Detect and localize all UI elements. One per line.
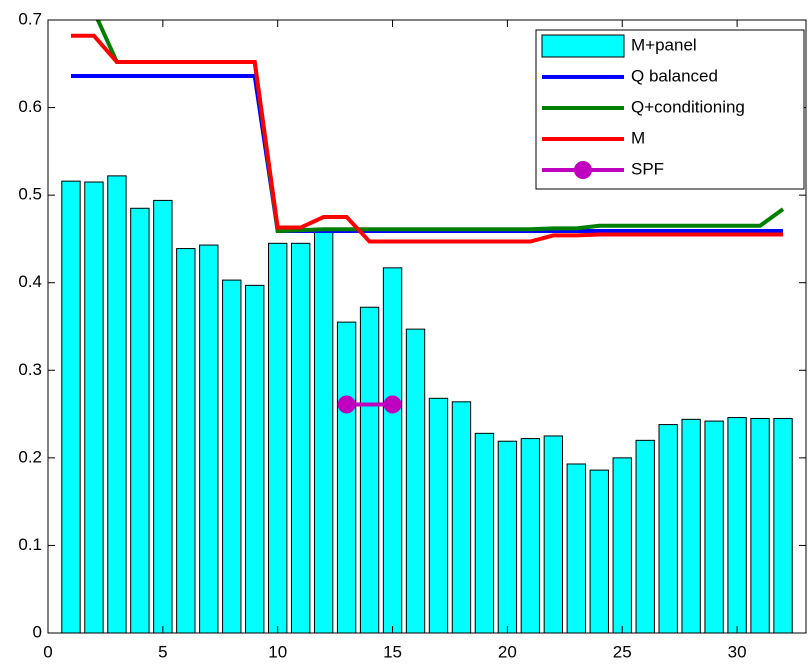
bar bbox=[681, 418, 701, 633]
bar bbox=[543, 435, 564, 633]
bar bbox=[612, 457, 632, 633]
bar bbox=[635, 439, 655, 633]
bar bbox=[520, 438, 541, 633]
legend-label: M bbox=[631, 128, 645, 147]
bar bbox=[359, 306, 380, 633]
bar bbox=[497, 440, 518, 633]
bar bbox=[566, 463, 586, 633]
bar bbox=[704, 420, 724, 633]
bar bbox=[107, 175, 127, 633]
legend-label: SPF bbox=[631, 159, 664, 178]
bar bbox=[199, 244, 219, 633]
legend-marker bbox=[574, 161, 592, 179]
bar bbox=[153, 199, 173, 633]
x-tick-label: 25 bbox=[613, 642, 632, 661]
y-tick-label: 0.2 bbox=[18, 447, 42, 466]
legend-label: Q+conditioning bbox=[631, 97, 745, 116]
y-tick-label: 0 bbox=[33, 622, 42, 641]
x-tick-label: 10 bbox=[268, 642, 287, 661]
y-tick-label: 0.1 bbox=[18, 535, 42, 554]
marker bbox=[337, 395, 356, 414]
bar bbox=[313, 229, 334, 633]
bar bbox=[589, 469, 609, 633]
bar bbox=[336, 321, 357, 633]
bar bbox=[428, 397, 449, 633]
bar bbox=[245, 284, 265, 633]
marks bbox=[61, 20, 793, 633]
line bbox=[70, 33, 784, 244]
axes-box bbox=[47, 19, 807, 634]
bar bbox=[727, 417, 747, 633]
bar bbox=[750, 417, 770, 633]
x-tick-label: 5 bbox=[158, 642, 167, 661]
bar bbox=[382, 267, 403, 633]
legend-label: M+panel bbox=[631, 35, 697, 54]
x-tick-label: 30 bbox=[728, 642, 747, 661]
bar bbox=[176, 248, 196, 633]
bar bbox=[130, 207, 150, 633]
bar bbox=[773, 417, 793, 633]
bar bbox=[451, 401, 472, 633]
legend-swatch bbox=[541, 34, 625, 58]
y-tick-label: 0.4 bbox=[18, 272, 42, 291]
bar bbox=[405, 328, 426, 633]
bar bbox=[268, 242, 288, 633]
bar bbox=[84, 181, 104, 633]
legend-label: Q balanced bbox=[631, 66, 718, 85]
y-tick-label: 0.6 bbox=[18, 97, 42, 116]
bar bbox=[222, 279, 242, 633]
bar bbox=[61, 180, 81, 633]
marker bbox=[383, 395, 402, 414]
y-tick-label: 0.3 bbox=[18, 360, 42, 379]
x-tick-label: 15 bbox=[383, 642, 402, 661]
x-tick-label: 20 bbox=[498, 642, 517, 661]
bar bbox=[474, 432, 495, 633]
y-tick-label: 0.5 bbox=[18, 185, 42, 204]
x-tick-label: 0 bbox=[43, 642, 52, 661]
y-tick-label: 0.7 bbox=[18, 9, 42, 28]
bar bbox=[658, 424, 678, 633]
bar bbox=[290, 242, 311, 633]
